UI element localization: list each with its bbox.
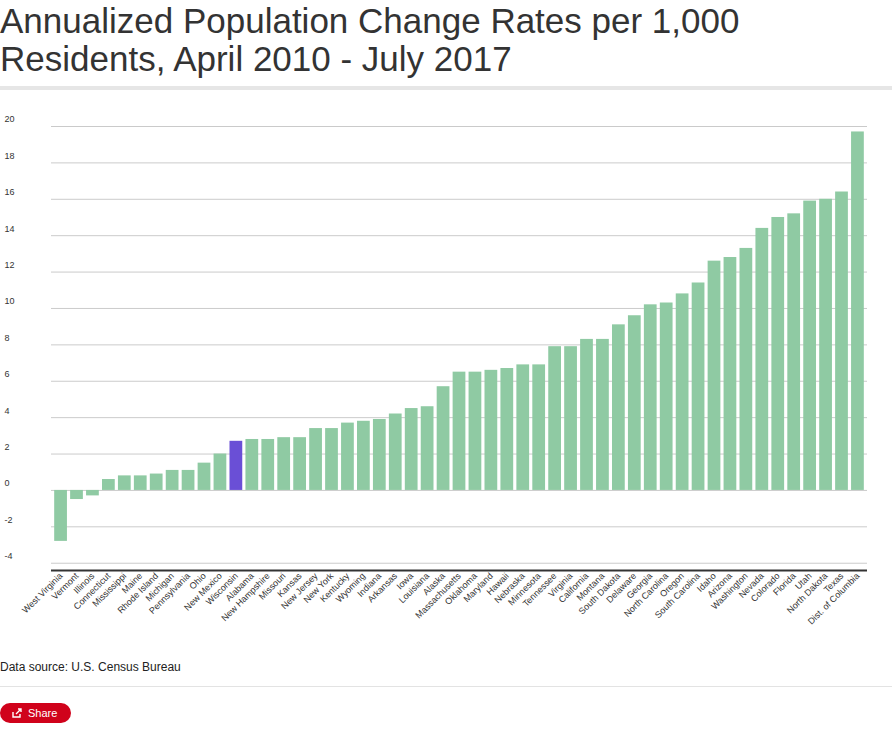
- svg-text:Tennessee: Tennessee: [520, 570, 559, 609]
- svg-text:18: 18: [5, 151, 15, 161]
- svg-text:Ohio: Ohio: [187, 570, 208, 592]
- svg-text:Florida: Florida: [771, 570, 798, 598]
- svg-text:Michigan: Michigan: [143, 570, 177, 604]
- svg-text:Montana: Montana: [574, 570, 607, 603]
- svg-text:New Jersey: New Jersey: [279, 570, 320, 612]
- svg-text:Idaho: Idaho: [694, 570, 718, 594]
- svg-text:2: 2: [5, 442, 10, 452]
- svg-text:Utah: Utah: [793, 570, 814, 592]
- svg-text:Indiana: Indiana: [355, 570, 384, 599]
- svg-text:Virginia: Virginia: [546, 570, 575, 600]
- svg-text:-4: -4: [5, 551, 13, 561]
- svg-text:Texas: Texas: [821, 570, 846, 595]
- svg-text:Maryland: Maryland: [461, 570, 495, 605]
- svg-text:Minnesota: Minnesota: [506, 570, 543, 608]
- svg-text:South Carolina: South Carolina: [653, 571, 702, 620]
- svg-text:6: 6: [5, 369, 10, 379]
- svg-text:Iowa: Iowa: [394, 570, 416, 592]
- svg-text:Illinois: Illinois: [71, 570, 97, 596]
- svg-text:16: 16: [5, 187, 15, 197]
- svg-text:Nevada: Nevada: [736, 570, 766, 600]
- svg-text:Nebraska: Nebraska: [492, 570, 527, 606]
- svg-text:10: 10: [5, 296, 15, 306]
- svg-text:20: 20: [5, 114, 15, 124]
- svg-text:Pennsylvania: Pennsylvania: [147, 570, 192, 616]
- svg-text:-2: -2: [5, 515, 13, 525]
- svg-text:Kentucky: Kentucky: [318, 570, 352, 605]
- svg-text:New Hampshire: New Hampshire: [219, 570, 272, 624]
- svg-text:Arizona: Arizona: [705, 570, 734, 600]
- html-text:Share: Share: [28, 707, 58, 719]
- svg-text:8: 8: [5, 333, 10, 343]
- svg-text:New York: New York: [301, 570, 336, 605]
- svg-text:Georgia: Georgia: [624, 570, 655, 601]
- svg-text:Alabama: Alabama: [223, 570, 256, 604]
- svg-text:Maine: Maine: [119, 570, 145, 596]
- svg-text:14: 14: [5, 224, 15, 234]
- svg-text:12: 12: [5, 260, 15, 270]
- svg-text:Dist. of Columbia: Dist. of Columbia: [806, 571, 862, 627]
- svg-text:South Dakota: South Dakota: [576, 570, 623, 617]
- svg-text:Alaska: Alaska: [420, 570, 447, 598]
- svg-text:0: 0: [5, 478, 10, 488]
- svg-text:Mississippi: Mississippi: [90, 570, 129, 609]
- svg-text:Connecticut: Connecticut: [71, 570, 113, 612]
- svg-text:North Dakota: North Dakota: [784, 570, 830, 616]
- svg-text:Kansas: Kansas: [275, 570, 304, 600]
- svg-text:California: California: [556, 570, 591, 605]
- svg-text:Rhode Island: Rhode Island: [115, 570, 161, 616]
- svg-text:4: 4: [5, 406, 10, 416]
- svg-text:Colorado: Colorado: [748, 570, 782, 604]
- svg-text:Washington: Washington: [709, 570, 750, 612]
- svg-text:Hawaii: Hawaii: [484, 570, 511, 598]
- svg-text:Massachusetts: Massachusetts: [413, 570, 463, 621]
- svg-text:Vermont: Vermont: [49, 570, 81, 602]
- svg-text:Wyoming: Wyoming: [333, 570, 368, 605]
- svg-text:Oregon: Oregon: [657, 570, 687, 600]
- svg-text:Louisiana: Louisiana: [396, 570, 432, 606]
- svg-text:Oklahoma: Oklahoma: [442, 570, 479, 607]
- svg-text:Arkansas: Arkansas: [366, 571, 400, 605]
- html-text:Annualized Population Change R: Annualized Population Change Rates per 1…: [0, 1, 740, 78]
- svg-text:North Carolina: North Carolina: [622, 570, 671, 619]
- html-text:Data source: U.S. Census Burea: Data source: U.S. Census Bureau: [0, 660, 181, 674]
- svg-text:Missouri: Missouri: [256, 570, 288, 602]
- svg-text:West Virginia: West Virginia: [20, 570, 65, 616]
- svg-text:New Mexico: New Mexico: [182, 570, 224, 613]
- svg-text:Delaware: Delaware: [604, 570, 639, 605]
- svg-text:Wisconsin: Wisconsin: [203, 570, 240, 607]
